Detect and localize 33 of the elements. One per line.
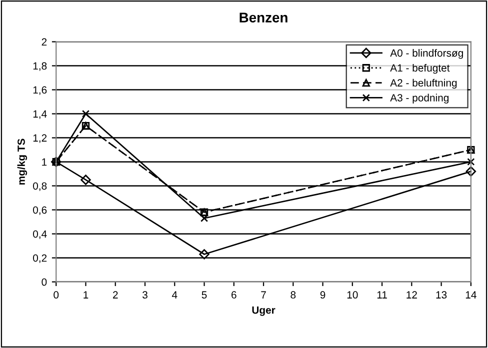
x-tick-label: 0 bbox=[54, 291, 59, 299]
chart-title: Benzen bbox=[240, 12, 288, 22]
legend-label: A2 - beluftning bbox=[390, 78, 457, 89]
x-tick-label: 13 bbox=[436, 291, 447, 299]
y-tick-label: 2 bbox=[42, 38, 47, 46]
y-tick-label: 0 bbox=[42, 278, 47, 286]
y-axis-title: mg/kg TS bbox=[17, 138, 28, 185]
legend-label: A3 - podning bbox=[390, 94, 449, 104]
y-tick-label: 1,2 bbox=[33, 134, 47, 143]
x-tick-label: 9 bbox=[320, 291, 326, 299]
x-tick-label: 6 bbox=[232, 291, 236, 299]
legend-label: A0 - blindforsøg bbox=[390, 49, 463, 59]
x-tick-label: 7 bbox=[261, 291, 266, 298]
x-axis-title: Uger bbox=[252, 306, 276, 316]
x-tick-label: 4 bbox=[172, 291, 178, 298]
x-tick-label: 10 bbox=[347, 291, 358, 299]
x-tick-label: 14 bbox=[466, 291, 476, 298]
y-tick-label: 1,8 bbox=[33, 62, 47, 71]
x-tick-label: 2 bbox=[113, 291, 118, 298]
y-tick-label: 0,8 bbox=[33, 182, 47, 191]
x-tick-label: 1 bbox=[84, 291, 88, 298]
x-tick-label: 3 bbox=[142, 291, 148, 299]
y-tick-label: 0,6 bbox=[33, 206, 47, 215]
x-tick-label: 5 bbox=[202, 291, 207, 299]
x-tick-label: 11 bbox=[377, 291, 387, 298]
x-tick-label: 12 bbox=[406, 291, 417, 298]
y-tick-label: 0,4 bbox=[33, 230, 47, 239]
y-tick-label: 1,6 bbox=[33, 86, 47, 95]
legend-label: A1 - befugtet bbox=[390, 64, 450, 74]
y-tick-label: 0,2 bbox=[33, 254, 47, 263]
y-tick-label: 1 bbox=[42, 158, 47, 166]
y-tick-label: 1,4 bbox=[33, 110, 47, 119]
x-tick-label: 8 bbox=[290, 291, 296, 299]
